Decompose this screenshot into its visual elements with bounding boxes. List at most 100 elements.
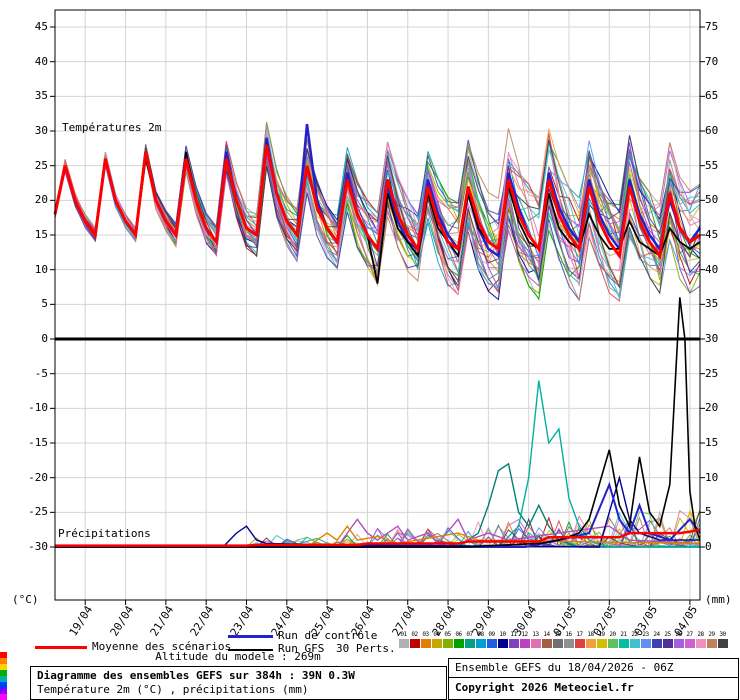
perturbation-color-swatch <box>618 639 629 648</box>
perturbation-cell: 09 <box>486 631 497 648</box>
corner-strip-cell <box>0 682 7 688</box>
perturbation-color-swatch <box>475 639 486 648</box>
perturbation-color-swatch <box>409 639 420 648</box>
perturbation-color-swatch <box>508 639 519 648</box>
perturbation-color-swatch <box>695 639 706 648</box>
y-axis-left-tick-label: -30 <box>28 540 48 553</box>
y-axis-right-tick-label: 75 <box>705 20 719 33</box>
y-axis-left-tick-label: 25 <box>34 158 48 172</box>
perturbation-color-swatch <box>541 639 552 648</box>
perturbation-color-swatch <box>552 639 563 648</box>
perturbation-number: 23 <box>642 631 649 638</box>
temperature-panel-label: Températures 2m <box>62 121 162 134</box>
gfs-line-swatch <box>228 649 273 651</box>
precip-event-line <box>55 525 701 548</box>
chart-title: Diagramme des ensembles GEFS sur 384h : … <box>37 669 355 682</box>
gfs-legend-label: Run GFS <box>278 642 325 655</box>
perturbation-number: 20 <box>609 631 616 638</box>
member-temp-line <box>54 122 701 302</box>
perturbation-cell: 30 <box>717 631 728 648</box>
run-info-box: Ensemble GEFS du 18/04/2026 - 06Z Copyri… <box>448 658 739 700</box>
member-temp-line <box>54 138 701 276</box>
perturbation-number: 14 <box>543 631 550 638</box>
y-axis-left-tick-label: -25 <box>28 505 48 519</box>
right-axis-unit: (mm) <box>705 593 732 606</box>
perturbation-number: 04 <box>433 631 440 638</box>
perturbation-cell: 15 <box>552 631 563 648</box>
y-axis-right-tick-label: 10 <box>705 470 719 484</box>
perturbation-color-swatch <box>706 639 717 648</box>
perturbation-color-swatch <box>574 639 585 648</box>
perturbation-color-swatch <box>607 639 618 648</box>
perturbation-cell: 24 <box>651 631 662 648</box>
perturbation-number: 22 <box>631 631 638 638</box>
perturbation-color-swatch <box>629 639 640 648</box>
perturbation-color-swatch <box>563 639 574 648</box>
precipitation-panel-label: Précipitations <box>58 527 151 540</box>
y-axis-left-tick-label: -5 <box>34 366 48 380</box>
perturbation-cell: 19 <box>596 631 607 648</box>
perturbation-cell: 23 <box>640 631 651 648</box>
y-axis-left-tick-label: 40 <box>34 54 48 68</box>
perturbation-number: 27 <box>686 631 693 638</box>
y-axis-right-tick-label: 45 <box>705 228 719 241</box>
mean-temp-line <box>53 144 701 260</box>
y-axis-right-tick-label: 15 <box>705 436 719 449</box>
left-axis-unit: (°C) <box>12 593 39 606</box>
y-axis-right-tick-label: 50 <box>705 193 719 207</box>
perturbation-color-swatch <box>519 639 530 648</box>
perturbation-cell: 16 <box>563 631 574 648</box>
y-axis-right-tick-label: 5 <box>705 505 712 519</box>
perturbation-color-swatch <box>497 639 508 648</box>
perturbation-cell: 14 <box>541 631 552 648</box>
y-axis-left-tick-label: 45 <box>34 20 48 33</box>
y-axis-left-tick-label: 20 <box>34 193 48 207</box>
corner-strip-cell <box>0 676 7 682</box>
corner-strip-cell <box>0 688 7 694</box>
corner-strip-cell <box>0 694 7 700</box>
perturbation-number: 07 <box>466 631 473 638</box>
y-axis-right-tick-label: 25 <box>705 366 719 380</box>
y-axis-right-tick-label: 65 <box>705 89 719 103</box>
perturbation-number: 10 <box>499 631 506 638</box>
perturbation-number: 09 <box>488 631 495 638</box>
perturbation-color-swatch <box>530 639 541 648</box>
y-axis-right-tick-label: 35 <box>705 297 719 311</box>
perturbation-number: 06 <box>455 631 462 638</box>
y-axis-right-tick-label: 20 <box>705 401 719 415</box>
gfs-precip-line <box>55 297 701 548</box>
perturbation-color-swatch <box>464 639 475 648</box>
perturbation-number: 15 <box>554 631 561 638</box>
perturbation-number: 05 <box>444 631 451 638</box>
control-legend-label: Run de contrôle <box>278 629 378 642</box>
perturbation-color-swatch <box>585 639 596 648</box>
perturbation-number: 25 <box>664 631 671 638</box>
y-axis-right-tick-label: 55 <box>705 158 719 172</box>
perturbation-number: 11 <box>510 631 517 638</box>
perturbation-number: 30 <box>719 631 726 638</box>
y-axis-left-tick-label: 0 <box>41 332 48 345</box>
perturbation-cell: 04 <box>431 631 442 648</box>
perturbation-color-swatch <box>453 639 464 648</box>
perturbation-color-swatch <box>431 639 442 648</box>
perturbation-number: 16 <box>565 631 572 638</box>
perturbation-color-swatch <box>486 639 497 648</box>
mean-legend-label: Moyenne des scénarios <box>92 640 232 653</box>
perturbation-number: 12 <box>521 631 528 638</box>
perturbation-cell: 27 <box>684 631 695 648</box>
perturbation-cell: 12 <box>519 631 530 648</box>
y-axis-right-tick-label: 40 <box>705 262 719 276</box>
mean-precip-line <box>55 528 701 547</box>
perturbation-color-swatch <box>662 639 673 648</box>
y-axis-left-tick-label: -15 <box>28 436 48 449</box>
corner-color-strip <box>0 652 7 700</box>
perturbation-number: 08 <box>477 631 484 638</box>
perturbation-cell: 05 <box>442 631 453 648</box>
y-axis-left-tick-label: 10 <box>34 262 48 276</box>
y-axis-left-tick-label: 35 <box>34 89 48 103</box>
perturbation-color-swatch <box>442 639 453 648</box>
perturbation-color-swatch <box>640 639 651 648</box>
perturbation-cell: 18 <box>585 631 596 648</box>
perturbation-number: 17 <box>576 631 583 638</box>
perturbation-cell: 29 <box>706 631 717 648</box>
